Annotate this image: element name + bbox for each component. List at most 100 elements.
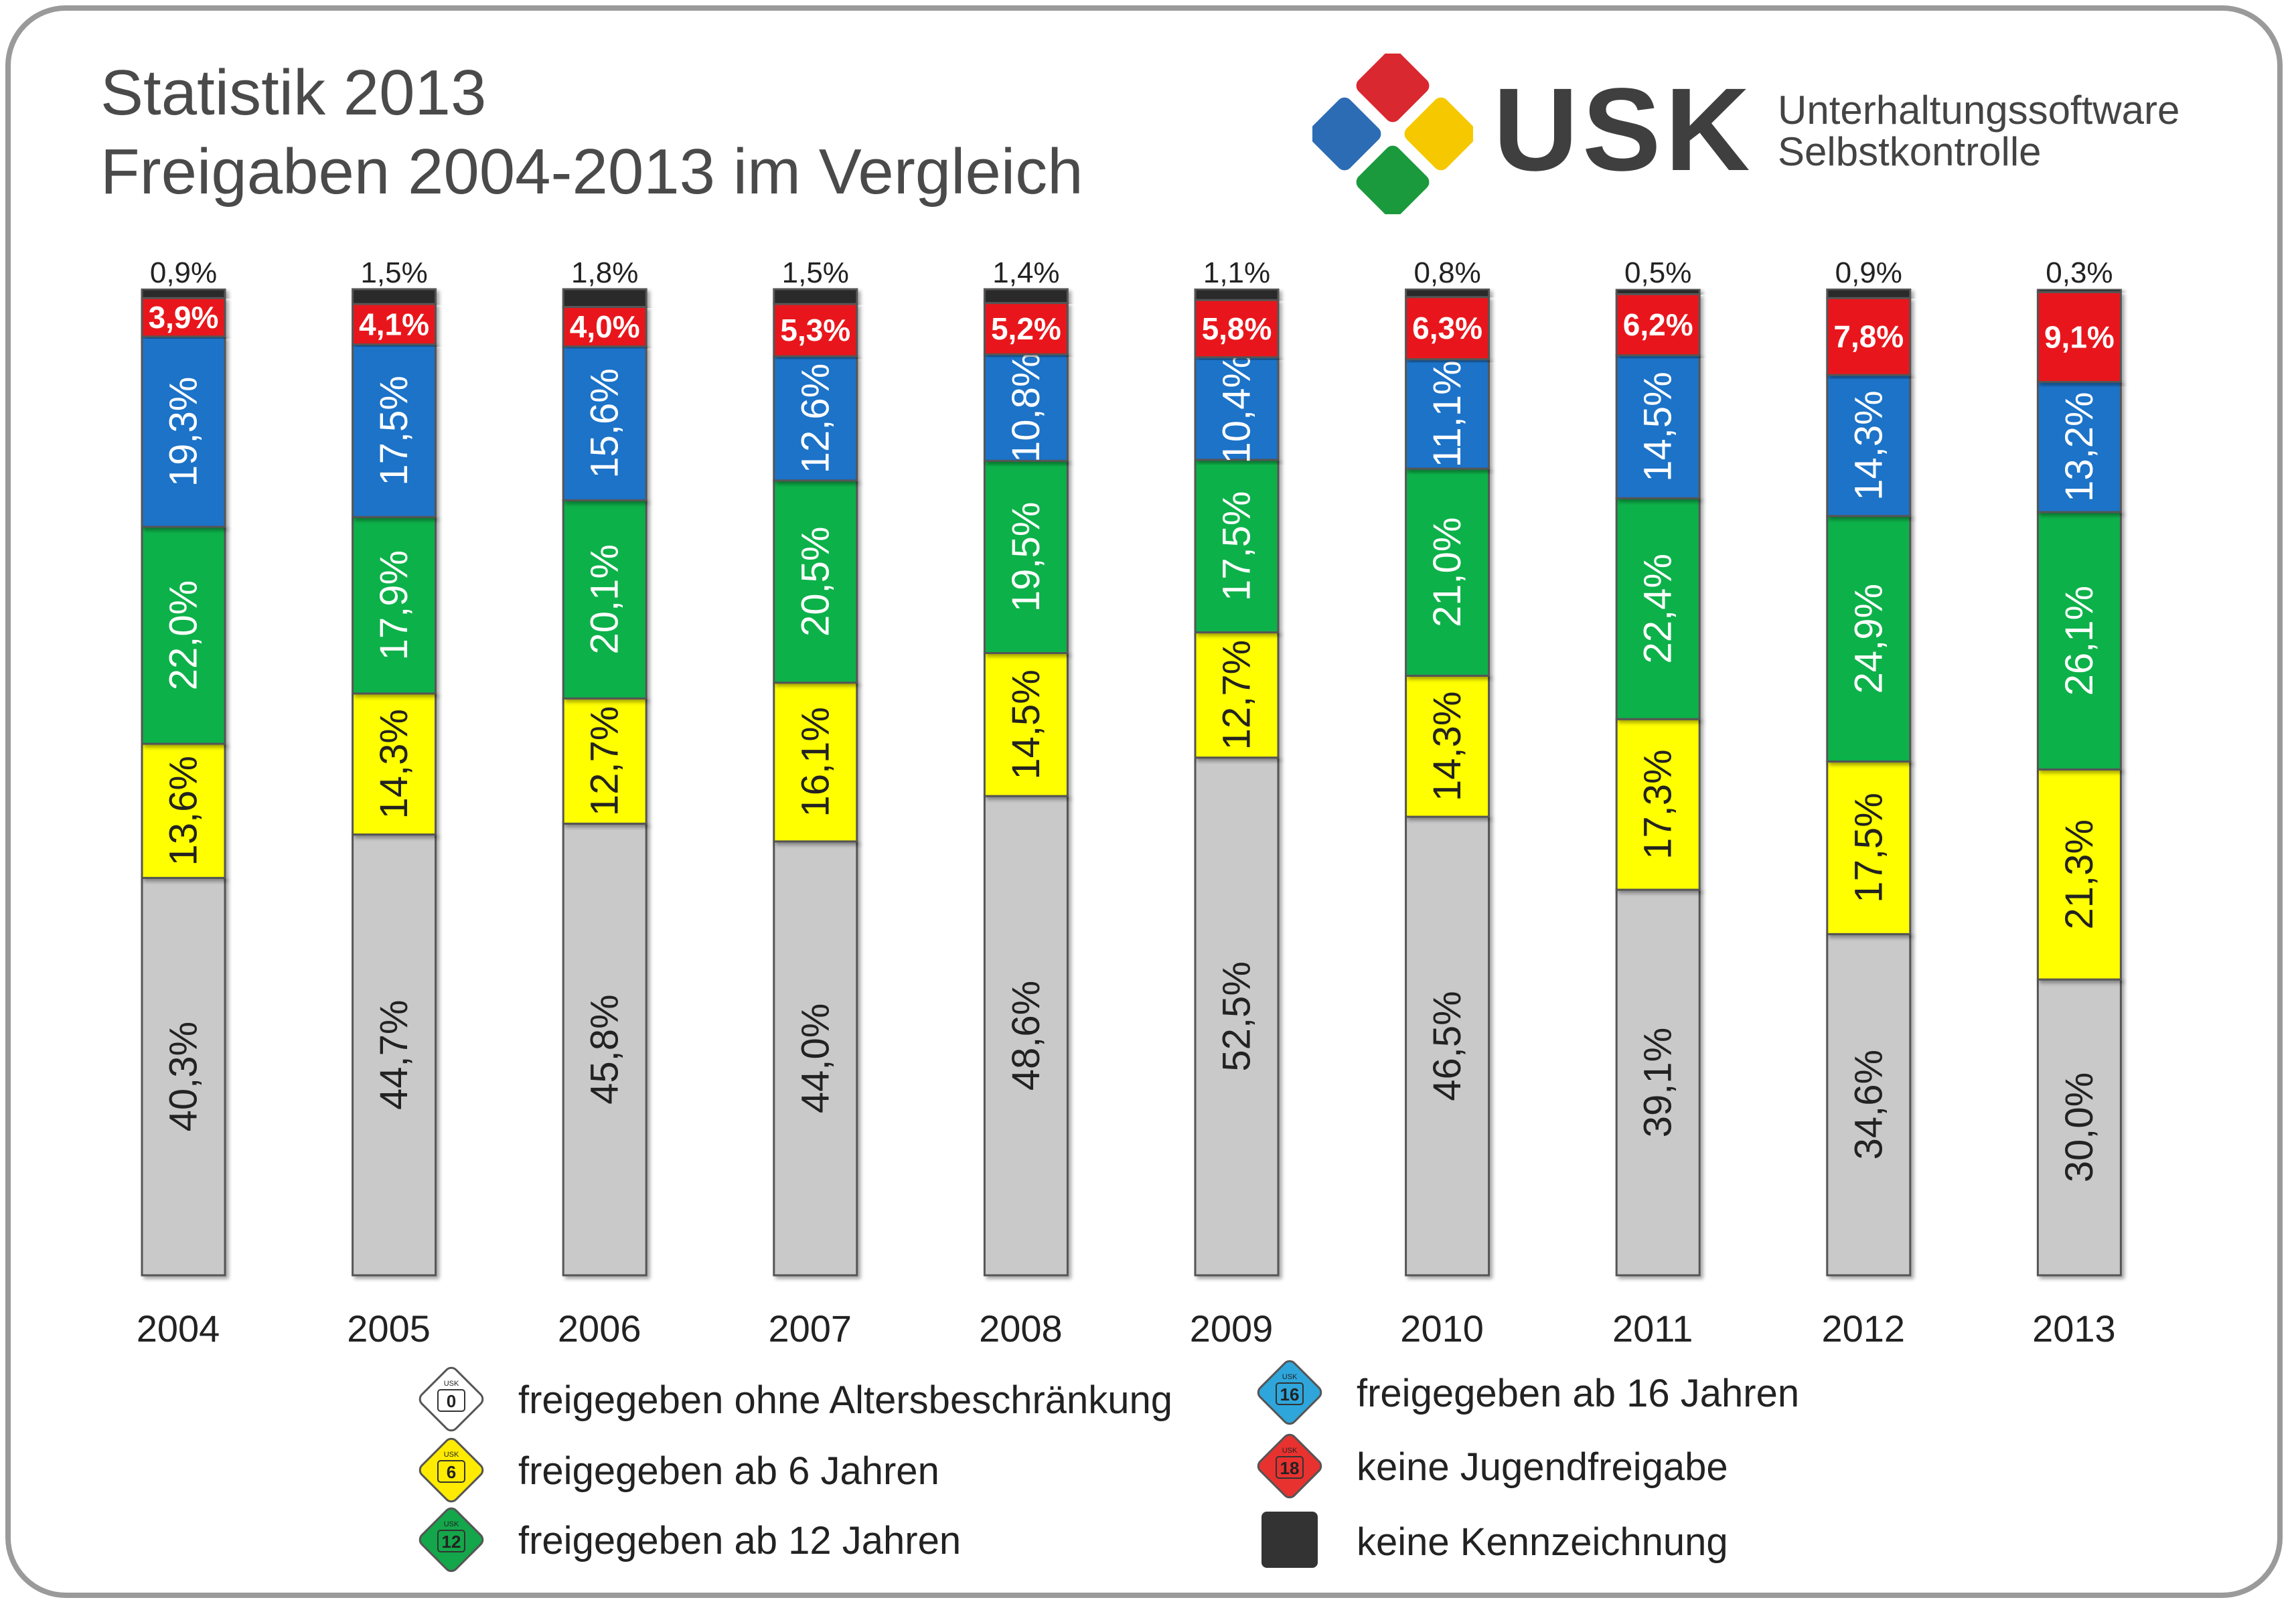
x-tick-label: 2007 (769, 1307, 852, 1350)
data-label: 12,7% (1215, 640, 1259, 750)
data-label: 0,8% (1413, 256, 1480, 289)
x-tick-label: 2008 (979, 1307, 1063, 1350)
svg-text:USK: USK (444, 1520, 459, 1528)
title-line-1: Statistik 2013 (100, 57, 487, 129)
data-label: 5,2% (991, 311, 1061, 346)
bar-segment (352, 288, 437, 305)
data-label: 40,3% (162, 1022, 206, 1131)
data-label: 52,5% (1215, 961, 1259, 1071)
data-label: 21,3% (2058, 819, 2101, 929)
svg-text:18: 18 (1280, 1458, 1300, 1478)
data-label: 1,5% (360, 256, 427, 289)
logo-tile-blue (1312, 97, 1381, 171)
data-label: 1,4% (992, 256, 1059, 289)
usk-logo-subtitle-line-2: Selbstkontrolle (1778, 129, 2042, 174)
svg-text:USK: USK (1282, 1447, 1298, 1455)
data-label: 0,5% (1624, 256, 1691, 289)
svg-text:0: 0 (447, 1391, 456, 1411)
data-label: 5,8% (1202, 311, 1272, 346)
data-label: 44,7% (372, 1000, 416, 1110)
usk-logo-wordmark: USK (1493, 64, 1754, 195)
svg-text:USK: USK (444, 1380, 459, 1388)
bar-segment (562, 822, 647, 1277)
usk-logo-subtitle: Unterhaltungssoftware Selbstkontrolle (1778, 90, 2179, 173)
data-label: 14,5% (1636, 372, 1680, 481)
legend-label: keine Kennzeichnung (1357, 1520, 1728, 1564)
bar-segment (141, 297, 226, 338)
no-rating-square-icon (1261, 1512, 1318, 1568)
data-label: 0,3% (2046, 256, 2113, 289)
bar-segment (983, 459, 1069, 655)
legend-label: keine Jugendfreigabe (1357, 1445, 1728, 1489)
data-label: 34,6% (1847, 1050, 1890, 1159)
x-tick-label: 2005 (347, 1307, 431, 1350)
data-label: 0,9% (1835, 256, 1902, 289)
data-label: 19,5% (1004, 502, 1048, 612)
bar-segment (352, 303, 437, 345)
data-label: 14,3% (372, 709, 416, 819)
bar-2013: 30,0% 21,3% 26,1% 13,2% 9,1% 0,3% (2036, 256, 2122, 1277)
logo-tile-green (1356, 145, 1430, 214)
usk-rating-badge-icon: USK 12 (418, 1507, 484, 1573)
bar-segment (1405, 815, 1490, 1277)
usk-logo-subtitle-line-1: Unterhaltungssoftware (1778, 88, 2180, 133)
data-label: 12,6% (793, 364, 837, 473)
data-label: 24,9% (1847, 584, 1890, 694)
bar-segment (1615, 354, 1701, 499)
bar-segment (562, 288, 647, 309)
logo-tile-yellow (1404, 97, 1473, 171)
data-label: 21,0% (1426, 517, 1469, 627)
x-tick-label: 2004 (137, 1307, 220, 1350)
data-label: 10,8% (1004, 353, 1048, 463)
bar-2004: 40,3% 13,6% 22,0% 19,3% 3,9% 0,9% (141, 256, 226, 1277)
bar-segment (1615, 288, 1701, 295)
x-tick-label: 2013 (2032, 1307, 2116, 1350)
bar-segment (141, 876, 226, 1277)
logo-tile-red (1356, 54, 1430, 123)
bar-segment (141, 742, 226, 879)
bar-segment (1615, 888, 1701, 1277)
svg-text:12: 12 (442, 1532, 461, 1552)
bar-segment (1194, 299, 1280, 359)
usk-rating-badge-icon: USK 6 (418, 1437, 484, 1503)
bar-segment (1826, 374, 1912, 517)
bar-2005: 44,7% 14,3% 17,9% 17,5% 4,1% 1,5% (352, 256, 437, 1277)
usk-logo: USK Unterhaltungssoftware Selbstkontroll… (1312, 54, 2236, 214)
data-label: 45,8% (583, 994, 627, 1104)
bar-segment (1194, 288, 1280, 301)
x-tick-label: 2010 (1400, 1307, 1484, 1350)
data-label: 46,5% (1426, 991, 1469, 1101)
legend-label: freigegeben ab 6 Jahren (518, 1449, 939, 1493)
bar-segment (141, 288, 226, 299)
bar-segment (562, 697, 647, 825)
data-label: 14,5% (1004, 669, 1048, 779)
data-label: 1,5% (782, 256, 849, 289)
data-label: 17,5% (372, 376, 416, 485)
bar-segment (1826, 933, 1912, 1277)
data-label: 6,2% (1623, 307, 1693, 342)
data-label: 4,0% (570, 309, 640, 344)
bar-2008: 48,6% 14,5% 19,5% 10,8% 5,2% 1,4% (983, 256, 1069, 1277)
bar-2009: 52,5% 12,7% 17,5% 10,4% 5,8% 1,1% (1194, 256, 1280, 1277)
data-label: 20,1% (583, 544, 627, 654)
bar-segment (2036, 768, 2122, 981)
data-label: 5,3% (780, 313, 850, 347)
bar-segment (983, 353, 1069, 462)
data-label: 13,6% (162, 756, 206, 866)
data-label: 13,2% (2058, 392, 2101, 501)
svg-text:USK: USK (444, 1451, 459, 1459)
bar-segment (141, 335, 226, 528)
bar-segment (773, 288, 858, 305)
data-label: 30,0% (2058, 1072, 2101, 1182)
data-label: 17,3% (1636, 749, 1680, 859)
legend-label: freigegeben ohne Altersbeschränkung (518, 1378, 1173, 1422)
data-label: 20,5% (793, 527, 837, 637)
data-label: 10,4% (1215, 353, 1259, 463)
data-label: 1,1% (1203, 256, 1270, 289)
data-label: 48,6% (1004, 981, 1048, 1091)
data-label: 12,7% (583, 706, 627, 816)
legend-label: freigegeben ab 16 Jahren (1357, 1372, 1800, 1415)
bar-segment (2036, 288, 2122, 293)
bar-segment (983, 795, 1069, 1277)
data-label: 22,4% (1636, 554, 1680, 663)
